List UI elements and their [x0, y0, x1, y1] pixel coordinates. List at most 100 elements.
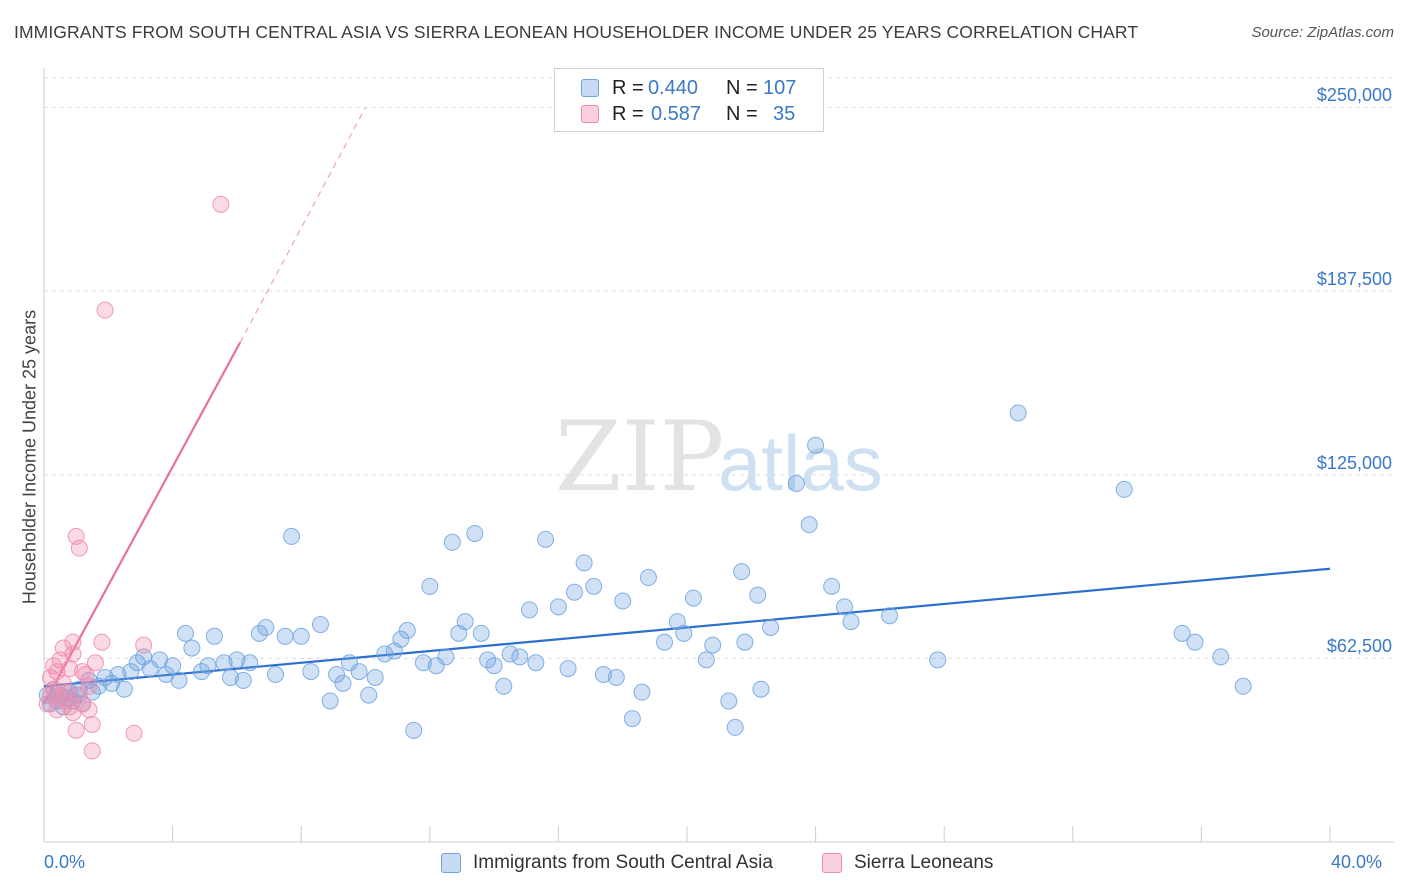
grid-lines: [44, 77, 1394, 659]
point-south-central-asia: [520, 601, 538, 619]
n-value: 35: [773, 103, 796, 125]
point-south-central-asia: [164, 657, 182, 675]
legend-swatch-pink: [822, 853, 842, 873]
point-south-central-asia: [565, 583, 583, 601]
point-south-central-asia: [836, 598, 854, 616]
point-south-central-asia: [726, 718, 744, 736]
point-south-central-asia: [881, 607, 899, 625]
point-sierra-leonean: [83, 715, 101, 733]
point-south-central-asia: [414, 654, 432, 672]
x-tick-label-max: 40.0%: [1331, 852, 1383, 872]
point-south-central-asia: [1212, 648, 1230, 666]
point-south-central-asia: [437, 648, 455, 666]
point-sierra-leonean: [64, 645, 82, 663]
point-south-central-asia: [193, 663, 211, 681]
point-south-central-asia: [228, 651, 246, 669]
point-south-central-asia: [456, 613, 474, 631]
point-south-central-asia: [607, 668, 625, 686]
legend-label: Sierra Leoneans: [854, 852, 994, 873]
point-south-central-asia: [823, 577, 841, 595]
point-sierra-leonean: [135, 636, 153, 654]
point-south-central-asia: [234, 671, 252, 689]
point-south-central-asia: [427, 657, 445, 675]
r-value: 0.587: [651, 103, 702, 125]
r-label: R =: [612, 103, 644, 125]
point-sierra-leonean: [86, 654, 104, 672]
point-south-central-asia: [443, 533, 461, 551]
point-south-central-asia: [257, 618, 275, 636]
legend-swatch-blue: [441, 853, 461, 873]
point-south-central-asia: [109, 666, 127, 684]
point-sierra-leonean: [64, 704, 82, 722]
point-sierra-leonean: [70, 539, 88, 557]
point-south-central-asia: [559, 660, 577, 678]
trend-line-south-central-asia: [43, 567, 1331, 688]
point-south-central-asia: [929, 651, 947, 669]
point-sierra-leonean: [45, 680, 63, 698]
y-tick-label: $62,500: [1326, 636, 1392, 657]
point-south-central-asia: [1186, 633, 1204, 651]
r-label: R =: [612, 77, 644, 99]
point-south-central-asia: [221, 668, 239, 686]
point-south-central-asia: [183, 639, 201, 657]
point-south-central-asia: [276, 627, 294, 645]
series-sierra-leoneans: [38, 195, 230, 760]
point-south-central-asia: [1115, 480, 1133, 498]
point-south-central-asia: [527, 654, 545, 672]
n-value: 107: [763, 77, 797, 99]
r-value: 0.440: [648, 77, 699, 99]
point-south-central-asia: [614, 592, 632, 610]
point-south-central-asia: [115, 680, 133, 698]
x-tick-label-min: 0.0%: [44, 852, 86, 872]
point-south-central-asia: [575, 554, 593, 572]
point-south-central-asia: [623, 710, 641, 728]
point-south-central-asia: [501, 645, 519, 663]
trend-line-sierra-leoneans-extension: [239, 107, 367, 343]
point-south-central-asia: [511, 648, 529, 666]
point-south-central-asia: [241, 654, 259, 672]
point-south-central-asia: [340, 654, 358, 672]
correlation-legend: R = 0.440 N = 107 R = 0.587 N = 35: [554, 68, 824, 132]
point-south-central-asia: [334, 674, 352, 692]
point-south-central-asia: [350, 663, 368, 681]
point-south-central-asia: [720, 692, 738, 710]
point-south-central-asia: [96, 668, 114, 686]
point-sierra-leonean: [54, 674, 72, 692]
point-south-central-asia: [321, 692, 339, 710]
zipatlas-watermark: ZIP atlas: [555, 401, 883, 513]
point-sierra-leonean: [96, 301, 114, 319]
point-south-central-asia: [170, 671, 188, 689]
point-south-central-asia: [392, 630, 410, 648]
point-sierra-leonean: [58, 683, 76, 701]
point-south-central-asia: [141, 660, 159, 678]
point-sierra-leonean: [212, 195, 230, 213]
point-south-central-asia: [585, 577, 603, 595]
point-south-central-asia: [733, 563, 751, 581]
point-south-central-asia: [360, 686, 378, 704]
point-sierra-leonean: [61, 660, 79, 678]
point-south-central-asia: [176, 624, 194, 642]
point-south-central-asia: [485, 657, 503, 675]
point-south-central-asia: [495, 677, 513, 695]
chart-source: Source: ZipAtlas.com: [1251, 24, 1394, 41]
point-south-central-asia: [749, 586, 767, 604]
point-sierra-leonean: [67, 721, 85, 739]
watermark-atlas: atlas: [718, 419, 883, 507]
point-south-central-asia: [302, 663, 320, 681]
legend-swatch-pink: [581, 105, 599, 123]
point-south-central-asia: [466, 524, 484, 542]
point-south-central-asia: [266, 666, 284, 684]
point-south-central-asia: [675, 624, 693, 642]
point-sierra-leonean: [70, 686, 88, 704]
correlation-row-sierra-leoneans: R = 0.587 N = 35: [555, 101, 823, 129]
point-sierra-leonean: [80, 677, 98, 695]
point-south-central-asia: [842, 613, 860, 631]
point-south-central-asia: [292, 627, 310, 645]
point-south-central-asia: [70, 680, 88, 698]
axes: [43, 68, 1394, 843]
point-south-central-asia: [736, 633, 754, 651]
point-south-central-asia: [800, 516, 818, 534]
point-south-central-asia: [639, 569, 657, 587]
data-points: [38, 195, 1252, 760]
